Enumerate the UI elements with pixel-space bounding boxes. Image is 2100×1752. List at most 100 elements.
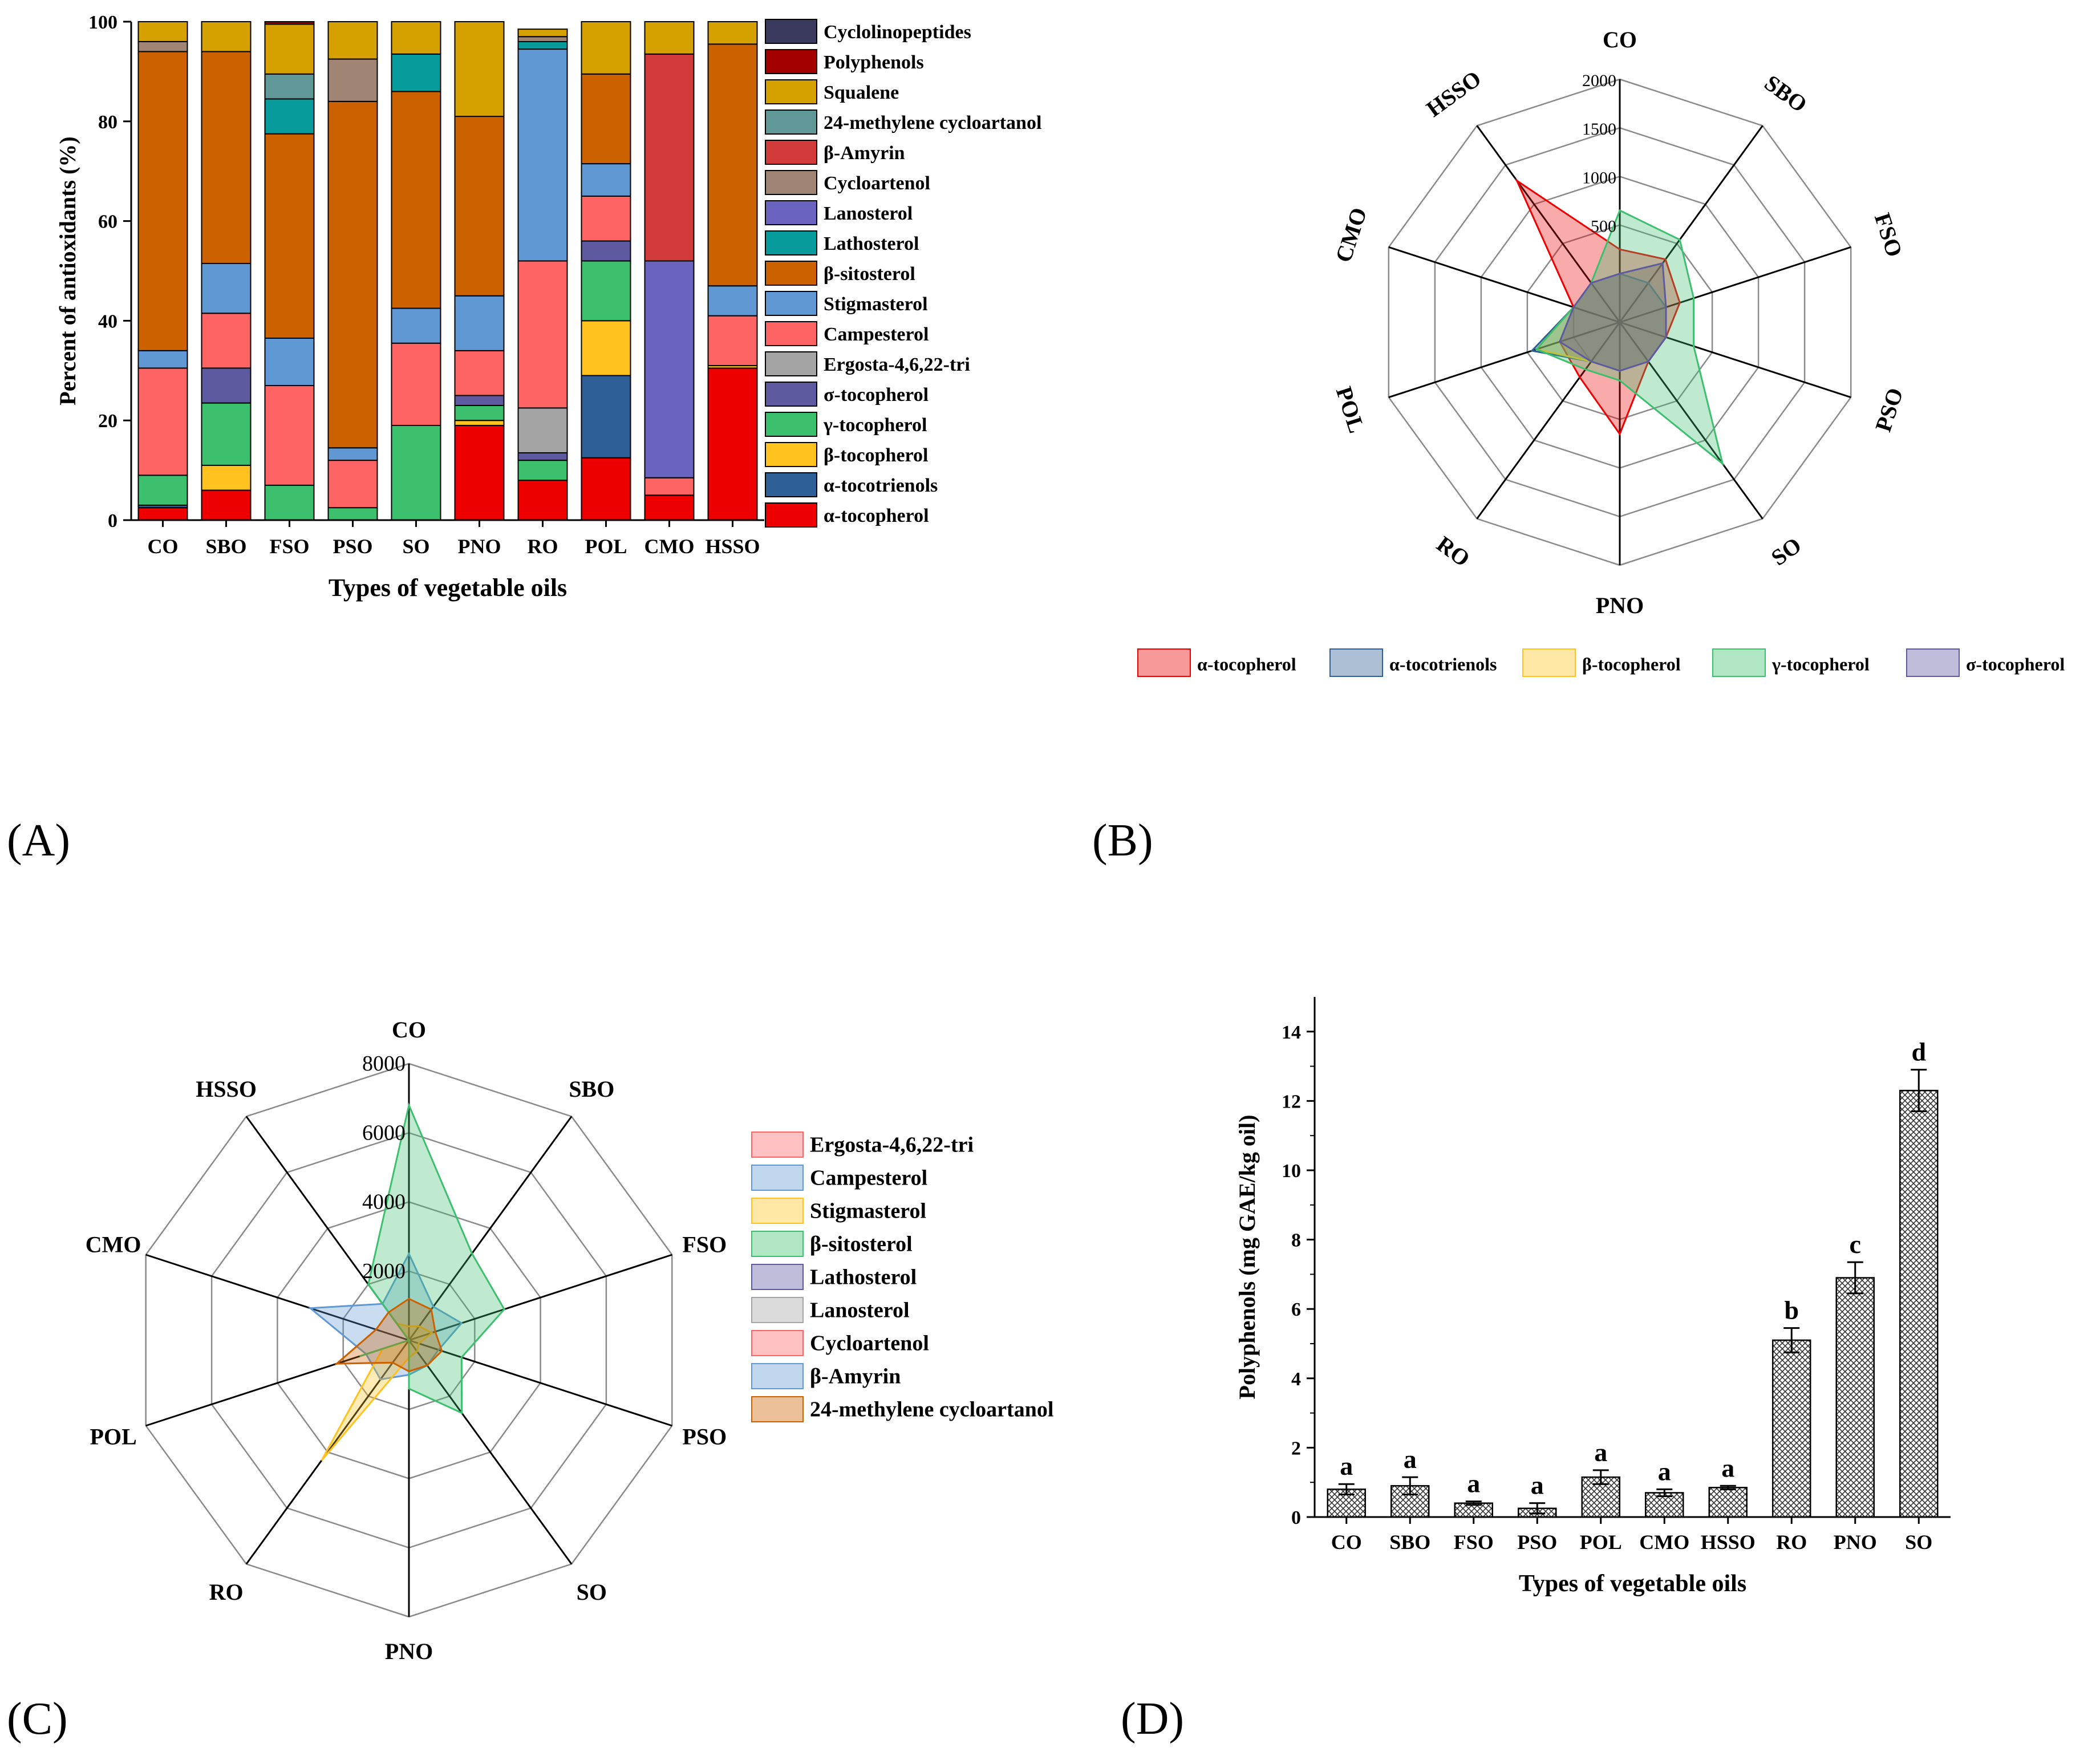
y-tick-label: 4 [1291,1369,1301,1390]
bar-segment-ro-ergosta-4-6-22-tri [517,407,568,454]
bar-segment-pno-sitosterol [454,116,505,297]
bar-segment-co-squalene [137,21,188,42]
legend-label-tocopherol: α-tocopherol [824,505,929,526]
legend-swatch-tocopherol [765,412,817,437]
radar-tick-label: 8000 [362,1052,406,1076]
bar-segment-sbo-stigmasterol [201,262,252,314]
y-axis-title: Polyphenols (mg GAE/kg oil) [1234,1115,1260,1400]
bar-segment-pso-squalene [327,21,378,60]
significance-label-sbo: a [1404,1445,1417,1474]
x-tick-label-so: SO [402,535,429,558]
bar-segment-so-tocopherol [391,424,441,521]
bar-segment-fso-campesterol [264,385,315,486]
legend-swatch-cycloartenol [765,170,817,195]
legend-label-tocopherol: β-tocopherol [824,445,928,466]
bar-segment-sbo-tocopherol [201,489,252,521]
significance-label-pol: a [1594,1438,1607,1467]
radar-spoke-pso [408,1339,672,1427]
bar-segment-ro-stigmasterol [517,48,568,262]
legend-label-cycloartenol: Cycloartenol [810,1331,929,1355]
legend-swatch-tocopherol [1522,648,1576,677]
y-axis-title: Percent of antioxidants (%) [55,136,80,405]
bar-segment-pol-tocotrienols [581,375,631,459]
panel-label-b: (B) [1092,816,1153,866]
bar-segment-pso-stigmasterol [327,447,378,461]
legend-swatch-amyrin [765,140,817,165]
bar-segment-so-squalene [391,21,441,55]
bar-segment-ro-tocopherol [517,460,568,481]
radar-axis-label-pno: PNO [385,1639,433,1664]
legend-label-tocopherol: α-tocopherol [1197,654,1296,674]
legend-swatch-campesterol [751,1165,804,1191]
y-tick-label: 12 [1282,1091,1301,1112]
bar-segment-fso-lathosterol [264,98,315,135]
legend-label-lanosterol: Lanosterol [824,203,913,224]
radar-axis-label-ro: RO [209,1579,244,1605]
x-tick-label-sbo: SBO [1389,1531,1430,1554]
bar-segment-pso-campesterol [327,460,378,509]
bar-segment-pno-tocopherol [454,404,505,421]
bar-segment-hsso-squalene [707,21,758,45]
bar-segment-ro-lathosterol [517,40,568,50]
radar-spoke-cmo [145,1254,410,1341]
bar-segment-fso-squalene [264,23,315,75]
radar-spoke-fso [1619,246,1851,323]
bar-segment-fso-24-methylene-cycloartanol [264,73,315,100]
bar-segment-co-tocopherol [137,507,188,521]
legend-label-24-methylene-cycloartanol: 24-methylene cycloartanol [824,112,1041,133]
radar-axis-label-cmo: CMO [86,1232,141,1258]
radar-axis-label-so: SO [577,1579,607,1605]
bar-segment-pno-tocopherol [454,424,505,521]
radar-axis-label-co: CO [392,1017,426,1043]
legend-label-sitosterol: β-sitosterol [824,263,915,285]
legend-label-amyrin: β-Amyrin [824,143,905,164]
radar-tick-label: 1000 [1582,168,1616,187]
y-tick-label: 60 [98,212,117,233]
legend-label-cyclolinopeptides: Cyclolinopeptides [824,22,971,43]
legend-swatch-ergosta-4-6-22-tri [751,1132,804,1158]
y-tick-label: 14 [1282,1022,1301,1043]
radar-tick-label: 2000 [1582,71,1616,90]
legend-label-tocotrienols: α-tocotrienols [824,475,938,496]
bar-segment-sbo-squalene [201,21,252,52]
radar-axis-label-pol: POL [1331,383,1370,436]
bar-segment-pso-cycloartenol [327,58,378,102]
bar-segment-pol-tocopherol [581,457,631,521]
x-tick-label-pol: POL [585,535,627,558]
radar-spoke-so [1619,322,1763,520]
significance-label-ro: b [1784,1296,1799,1325]
radar-axis-label-fso: FSO [682,1232,727,1258]
bar-segment-cmo-campesterol [644,477,695,496]
bar-segment-pno-tocopherol [454,395,505,406]
radar-tick-label: 1500 [1582,120,1616,139]
bar-segment-hsso-stigmasterol [707,285,758,317]
x-tick-label-cmo: CMO [1639,1531,1689,1554]
radar-spoke-so [408,1340,573,1565]
legend-swatch-tocopherol [765,502,817,528]
bar-segment-so-sitosterol [391,91,441,309]
legend-label-campesterol: Campesterol [824,324,929,345]
bar-segment-sbo-sitosterol [201,51,252,264]
bar-segment-so-lathosterol [391,53,441,92]
legend-swatch-tocopherol [1712,648,1766,677]
bar-segment-co-cycloartenol [137,40,188,52]
x-tick-label-pno: PNO [1834,1531,1877,1554]
legend-swatch-tocotrienols [1329,648,1383,677]
bar-segment-fso-stigmasterol [264,337,315,387]
legend-swatch-lathosterol [751,1264,804,1290]
legend-label-tocopherol: σ-tocopherol [1966,654,2065,674]
legend-swatch-ergosta-4-6-22-tri [765,351,817,376]
legend-label-lathosterol: Lathosterol [810,1265,917,1289]
radar-axis-label-ro: RO [1432,531,1475,572]
legend-label-tocopherol: γ-tocopherol [1771,654,1870,674]
significance-label-hsso: a [1721,1453,1734,1482]
radar-tick-label: 4000 [362,1190,406,1214]
legend-label-ergosta-4-6-22-tri: Ergosta-4,6,22-tri [810,1133,974,1157]
x-tick-label-hsso: HSSO [705,535,760,558]
panel-label-c: (C) [7,1694,68,1744]
legend-label-24-methylene-cycloartanol: 24-methylene cycloartanol [810,1397,1053,1421]
radar-axis-label-pno: PNO [1596,593,1644,618]
legend-label-tocopherol: σ-tocopherol [824,384,929,405]
bar-segment-pol-campesterol [581,195,631,242]
bar-segment-sbo-tocopherol [201,367,252,404]
